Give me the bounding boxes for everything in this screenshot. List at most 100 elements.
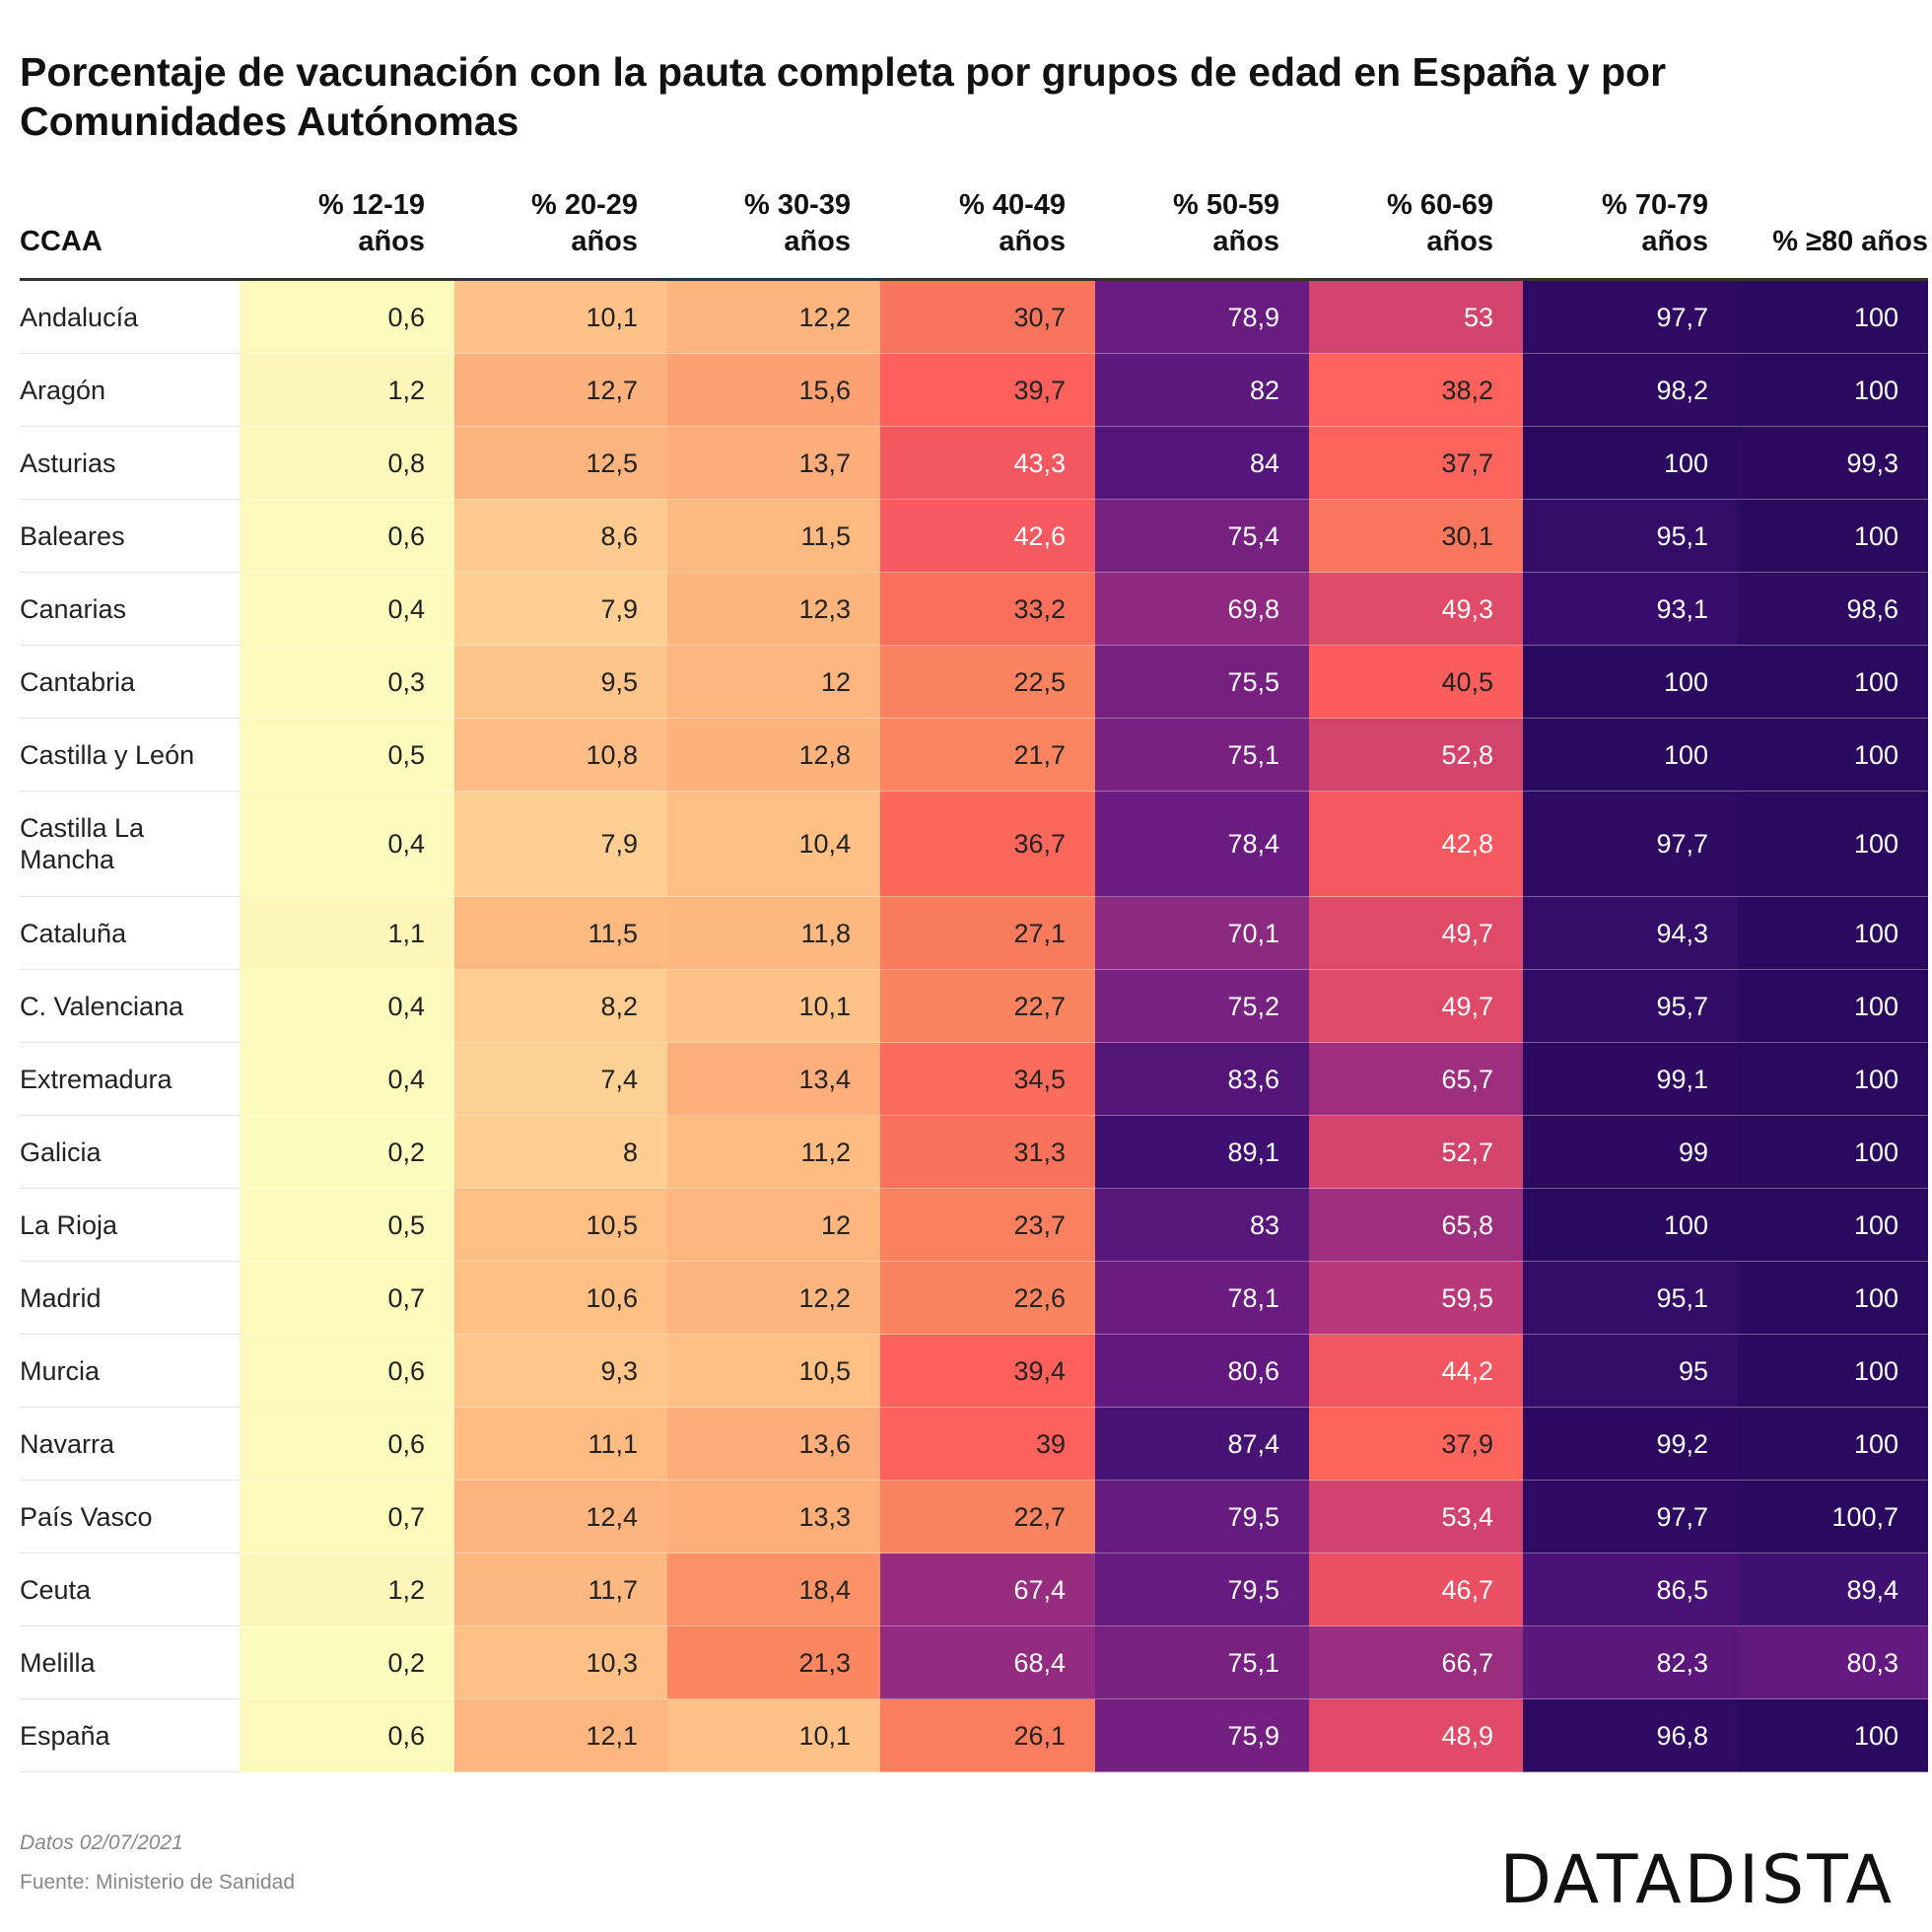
table-row: Murcia 0,6 9,3 10,5 39,4 80,6 44,2 95 100 — [20, 1334, 1928, 1408]
table-row: C. Valenciana 0,4 8,2 10,1 22,7 75,2 49,7 95,7 1… — [20, 969, 1928, 1043]
row-label: Castilla y León — [20, 718, 240, 792]
heatmap-cell: 23,7 — [880, 1188, 1095, 1262]
heatmap-cell: 95,1 — [1523, 1261, 1738, 1335]
heatmap-cell: 49,3 — [1309, 572, 1523, 646]
column-header-line: % 12-19 — [317, 189, 425, 221]
heatmap-cell: 13,6 — [667, 1407, 880, 1481]
heatmap-cell: 79,5 — [1095, 1552, 1309, 1626]
column-header-line: años — [999, 226, 1066, 257]
heatmap-cell: 42,8 — [1309, 791, 1523, 897]
heatmap-cell: 7,9 — [454, 791, 667, 897]
row-label: Extremadura — [20, 1042, 240, 1116]
heatmap-cell: 12,2 — [667, 1261, 880, 1335]
column-header-line: % 70-79 — [1601, 189, 1708, 221]
heatmap-cell: 42,6 — [880, 499, 1095, 573]
column-header-line: años — [1212, 226, 1279, 257]
heatmap-cell: 22,7 — [880, 1480, 1095, 1553]
heatmap-cell: 7,9 — [454, 572, 667, 646]
heatmap-cell: 12,5 — [454, 426, 667, 500]
heatmap-cell: 12 — [667, 1188, 880, 1262]
heatmap-cell: 84 — [1095, 426, 1309, 500]
heatmap-cell: 0,6 — [240, 499, 454, 573]
heatmap-cell: 89,4 — [1738, 1552, 1928, 1626]
column-header: % 50-59 años — [1095, 187, 1309, 281]
heatmap-cell: 12,3 — [667, 572, 880, 646]
heatmap-cell: 12,8 — [667, 718, 880, 792]
chart-title: Porcentaje de vacunación con la pauta co… — [20, 49, 1667, 144]
heatmap-cell: 46,7 — [1309, 1552, 1523, 1626]
heatmap-cell: 31,3 — [880, 1115, 1095, 1189]
column-header-line: años — [571, 226, 638, 257]
column-header: % 30-39 años — [667, 187, 880, 281]
heatmap-cell: 100 — [1523, 718, 1738, 792]
row-label: España — [20, 1698, 240, 1772]
heatmap-cell: 22,5 — [880, 645, 1095, 719]
heatmap-cell: 11,7 — [454, 1552, 667, 1626]
heatmap-cell: 100 — [1523, 645, 1738, 719]
heatmap-cell: 1,2 — [240, 353, 454, 427]
heatmap-cell: 0,6 — [240, 279, 454, 354]
heatmap-cell: 53 — [1309, 279, 1523, 354]
heatmap-cell: 0,6 — [240, 1698, 454, 1772]
heatmap-cell: 26,1 — [880, 1698, 1095, 1772]
table-row: Navarra 0,6 11,1 13,6 39 87,4 37,9 99,2 100 — [20, 1407, 1928, 1481]
heatmap-cell: 10,1 — [667, 1698, 880, 1772]
heatmap-cell: 13,7 — [667, 426, 880, 500]
heatmap-cell: 97,7 — [1523, 791, 1738, 897]
row-label: Murcia — [20, 1334, 240, 1408]
table-row: Aragón 1,2 12,7 15,6 39,7 82 38,2 98,2 100 — [20, 353, 1928, 427]
heatmap-cell: 11,5 — [454, 896, 667, 970]
heatmap-cell: 100 — [1738, 791, 1928, 897]
heatmap-cell: 15,6 — [667, 353, 880, 427]
heatmap-cell: 100 — [1523, 426, 1738, 500]
table-row: España 0,6 12,1 10,1 26,1 75,9 48,9 96,8 100 — [20, 1698, 1928, 1772]
heatmap-cell: 78,1 — [1095, 1261, 1309, 1335]
heatmap-cell: 59,5 — [1309, 1261, 1523, 1335]
heatmap-cell: 100 — [1738, 1698, 1928, 1772]
heatmap-cell: 75,1 — [1095, 1625, 1309, 1699]
heatmap-cell: 49,7 — [1309, 969, 1523, 1043]
table-row: La Rioja 0,5 10,5 12 23,7 83 65,8 100 100 — [20, 1188, 1928, 1262]
column-header-ccaa: CCAA — [20, 187, 240, 281]
heatmap-cell: 0,4 — [240, 969, 454, 1043]
heatmap-cell: 100 — [1738, 718, 1928, 792]
heatmap-cell: 79,5 — [1095, 1480, 1309, 1553]
heatmap-cell: 27,1 — [880, 896, 1095, 970]
row-label: Canarias — [20, 572, 240, 646]
heatmap-cell: 100 — [1738, 1042, 1928, 1116]
heatmap-cell: 75,1 — [1095, 718, 1309, 792]
heatmap-cell: 100 — [1738, 645, 1928, 719]
heatmap-cell: 52,7 — [1309, 1115, 1523, 1189]
column-header-line: % 50-59 — [1172, 189, 1279, 221]
heatmap-cell: 38,2 — [1309, 353, 1523, 427]
heatmap-cell: 75,4 — [1095, 499, 1309, 573]
heatmap-cell: 53,4 — [1309, 1480, 1523, 1553]
column-header-line: años — [358, 226, 425, 257]
heatmap-cell: 36,7 — [880, 791, 1095, 897]
heatmap-cell: 30,7 — [880, 279, 1095, 354]
heatmap-cell: 8,6 — [454, 499, 667, 573]
heatmap-cell: 89,1 — [1095, 1115, 1309, 1189]
heatmap-cell: 80,3 — [1738, 1625, 1928, 1699]
column-header: % 70-79 años — [1523, 187, 1738, 281]
table-row: Ceuta 1,2 11,7 18,4 67,4 79,5 46,7 86,5 89,4 — [20, 1552, 1928, 1626]
heatmap-cell: 100 — [1738, 1407, 1928, 1481]
heatmap-cell: 12,1 — [454, 1698, 667, 1772]
heatmap-cell: 49,7 — [1309, 896, 1523, 970]
heatmap-cell: 18,4 — [667, 1552, 880, 1626]
row-label: Madrid — [20, 1261, 240, 1335]
heatmap-cell: 52,8 — [1309, 718, 1523, 792]
heatmap-cell: 100 — [1738, 279, 1928, 354]
table-body: Andalucía 0,6 10,1 12,2 30,7 78,9 53 97,7 100 Ara… — [20, 279, 1928, 1772]
table-row: Cataluña 1,1 11,5 11,8 27,1 70,1 49,7 94,3 100 — [20, 896, 1928, 970]
column-header: % 40-49 años — [880, 187, 1095, 281]
heatmap-cell: 21,3 — [667, 1625, 880, 1699]
column-header: % 12-19 años — [240, 187, 454, 281]
heatmap-cell: 98,6 — [1738, 572, 1928, 646]
column-header-line: % 30-39 — [743, 189, 851, 221]
heatmap-cell: 0,7 — [240, 1261, 454, 1335]
heatmap-cell: 82 — [1095, 353, 1309, 427]
heatmap-cell: 99,3 — [1738, 426, 1928, 500]
heatmap-cell: 100 — [1523, 1188, 1738, 1262]
heatmap-cell: 93,1 — [1523, 572, 1738, 646]
